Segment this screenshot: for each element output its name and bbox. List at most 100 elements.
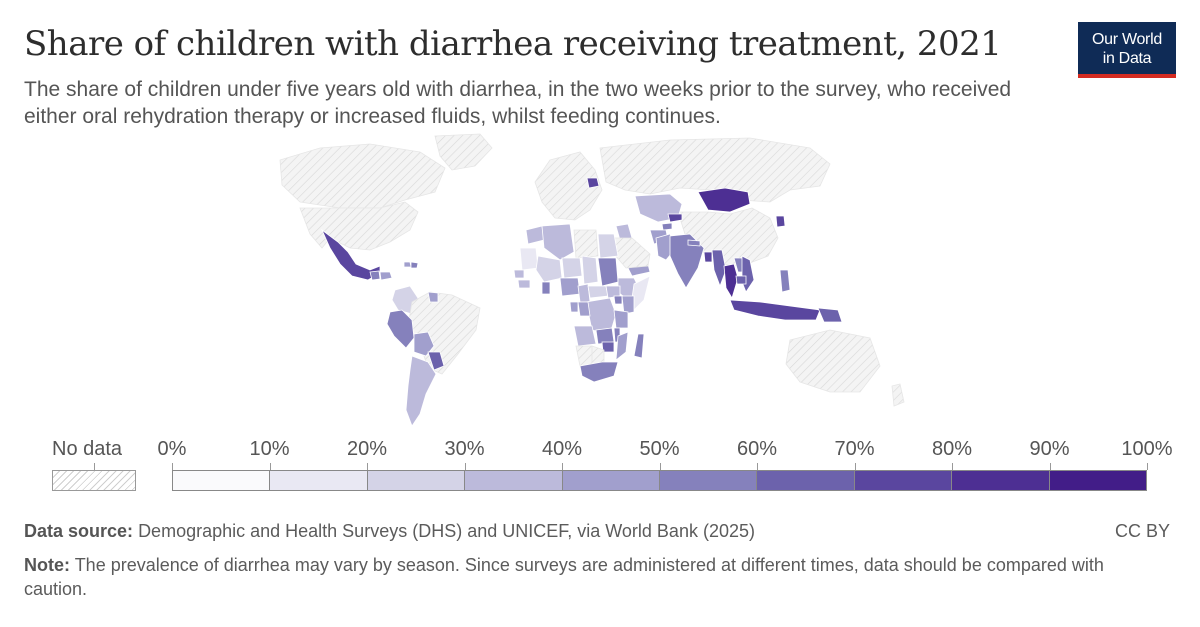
region-dr-congo[interactable] [585, 297, 617, 335]
region-madagascar[interactable] [633, 333, 645, 359]
region-ghana[interactable] [541, 281, 551, 295]
region-morocco[interactable] [525, 225, 545, 245]
region-bangladesh[interactable] [703, 251, 713, 263]
legend-tick [269, 463, 271, 470]
legend-bin-4[interactable] [561, 470, 661, 491]
legend-tick-label: 0% [157, 438, 187, 460]
region-gabon[interactable] [569, 301, 579, 313]
legend-bin-8[interactable] [951, 470, 1050, 491]
region-central-african-republic[interactable] [587, 285, 609, 299]
region-tajikistan[interactable] [661, 222, 673, 231]
legend-tick-label: 50% [639, 438, 680, 460]
legend-bin-9[interactable] [1048, 470, 1148, 491]
chart-title: Share of children with diarrhea receivin… [24, 24, 1002, 64]
region-guyana[interactable] [427, 291, 439, 303]
legend-tick-label: 40% [541, 438, 583, 460]
region-bolivia[interactable] [413, 331, 435, 357]
license-link[interactable]: CC BY [1114, 521, 1170, 541]
region-russia[interactable] [599, 137, 831, 203]
region-botswana[interactable] [591, 345, 605, 365]
chart-subtitle: The share of children under five years o… [24, 78, 1012, 128]
data-source-text[interactable]: Demographic and Health Surveys (DHS) and… [138, 521, 755, 541]
region-haiti[interactable] [403, 261, 412, 268]
legend-bin-0[interactable] [172, 470, 271, 491]
region-tanzania[interactable] [613, 309, 629, 329]
legend-tick-label: 90% [1029, 438, 1070, 460]
region-mali[interactable] [535, 255, 563, 283]
region-thailand[interactable] [723, 263, 739, 299]
region-nigeria[interactable] [559, 277, 581, 297]
region-honduras[interactable] [379, 271, 393, 281]
region-mozambique[interactable] [615, 331, 629, 361]
legend-color-scale [172, 470, 1148, 491]
region-libya[interactable] [573, 229, 599, 259]
region-congo[interactable] [577, 301, 591, 317]
legend-bin-7[interactable] [853, 470, 953, 491]
region-kyrgyzstan[interactable] [667, 213, 683, 223]
region-united-states[interactable] [299, 201, 419, 251]
chart-note: Note: The prevalence of diarrhea may var… [24, 553, 1134, 601]
region-namibia[interactable] [575, 345, 593, 367]
legend-no-data-tick [94, 463, 95, 470]
legend-bin-5[interactable] [659, 470, 758, 491]
region-north-korea[interactable] [775, 215, 786, 228]
legend-tick [172, 463, 173, 470]
legend-no-data-label: No data [52, 438, 123, 460]
legend-tick-label: 30% [444, 438, 485, 460]
legend-tick-label: 70% [834, 438, 875, 460]
region-kenya[interactable] [621, 295, 635, 315]
region-nepal[interactable] [687, 239, 701, 247]
region-mongolia[interactable] [697, 187, 751, 213]
data-source: Data source: Demographic and Health Surv… [24, 521, 755, 542]
region-argentina[interactable] [405, 355, 437, 427]
legend-bin-3[interactable] [464, 470, 563, 491]
region-sudan[interactable] [597, 257, 619, 287]
region-algeria[interactable] [541, 223, 575, 261]
legend-bin-2[interactable] [366, 470, 466, 491]
legend-bin-6[interactable] [756, 470, 855, 491]
region-paraguay[interactable] [427, 351, 445, 371]
region-papua-new-guinea[interactable] [817, 307, 843, 323]
region-uganda[interactable] [613, 295, 623, 305]
logo-line-2: in Data [1102, 50, 1152, 67]
legend-tick-label: 100% [1121, 438, 1173, 460]
region-mauritania[interactable] [519, 247, 539, 271]
region-myanmar[interactable] [711, 249, 727, 288]
legend-tick-label: 10% [249, 438, 290, 460]
legend-tick [659, 463, 661, 470]
region-belarus[interactable] [586, 177, 600, 189]
region-indonesia[interactable] [729, 299, 821, 321]
region-india[interactable] [669, 233, 705, 289]
region-egypt[interactable] [597, 233, 619, 259]
legend-tick [562, 463, 563, 470]
region-europe[interactable] [534, 151, 603, 221]
legend-no-data-swatch[interactable] [52, 470, 136, 491]
region-philippines[interactable] [779, 269, 791, 293]
region-chad[interactable] [581, 255, 599, 285]
region-angola[interactable] [573, 325, 597, 347]
world-map[interactable] [230, 130, 950, 430]
logo-line-1: Our World [1092, 31, 1162, 48]
region-guinea[interactable] [517, 279, 531, 289]
region-dominican-republic[interactable] [410, 261, 419, 269]
region-australia[interactable] [785, 329, 881, 393]
region-greenland[interactable] [434, 133, 493, 171]
legend-tick [367, 463, 368, 470]
legend-tick [757, 463, 758, 470]
region-canada[interactable] [279, 143, 446, 209]
owid-logo[interactable]: Our World in Data [1078, 22, 1176, 78]
region-cambodia[interactable] [735, 275, 747, 285]
region-new-zealand[interactable] [891, 383, 905, 407]
region-mexico[interactable] [321, 228, 381, 281]
note-label: Note: [24, 555, 70, 575]
region-peru[interactable] [386, 309, 415, 349]
region-guatemala[interactable] [369, 270, 381, 281]
region-south-africa[interactable] [579, 361, 619, 383]
legend-tick [1147, 463, 1148, 470]
legend-tick [854, 463, 856, 470]
region-zimbabwe[interactable] [601, 341, 615, 353]
map-regions [279, 133, 905, 427]
region-senegal[interactable] [513, 269, 525, 279]
legend-bin-1[interactable] [269, 470, 368, 491]
region-niger[interactable] [561, 257, 583, 279]
